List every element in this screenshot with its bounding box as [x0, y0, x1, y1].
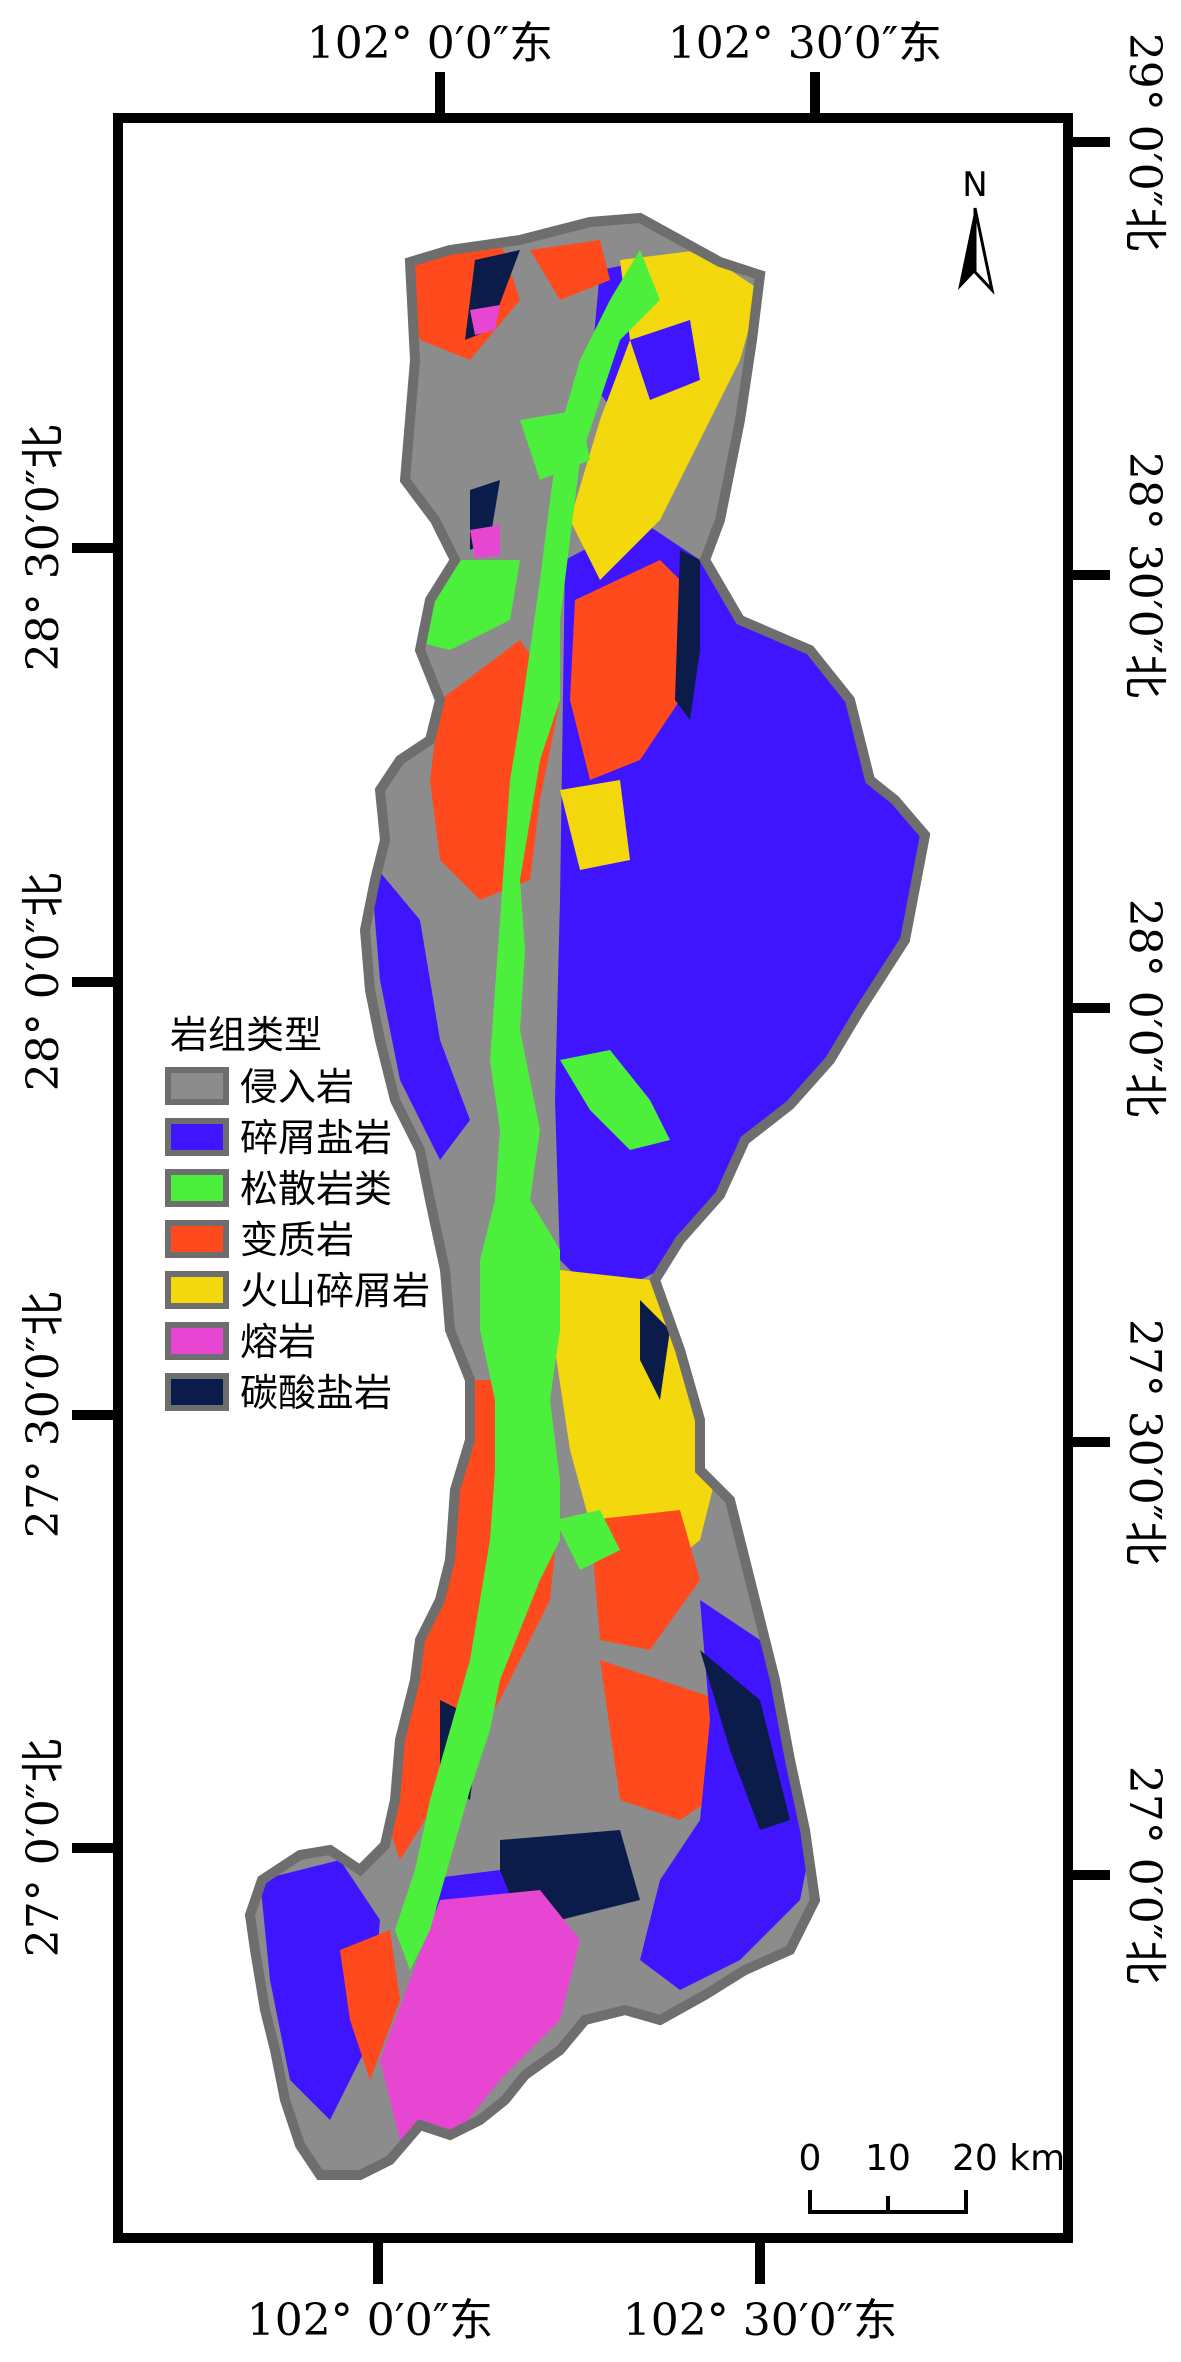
- right-coord-label-5: 27° 0′0″北: [1119, 1766, 1170, 1984]
- legend-label-1: 侵入岩: [240, 1065, 354, 1109]
- legend-swatch-6: [165, 1322, 229, 1360]
- left-coord-label-4: 27° 0′0″北: [18, 1739, 69, 1957]
- right-coord-label-1: 29° 0′0″北: [1119, 33, 1170, 251]
- scale-label-10: 10: [865, 2138, 911, 2179]
- legend-swatch-3: [165, 1169, 229, 1207]
- left-coord-label-1: 28° 30′0″北: [18, 425, 69, 671]
- legend-label-2: 碎屑盐岩: [240, 1116, 392, 1160]
- volcanic-region-north: [570, 250, 760, 580]
- legend-label-4: 变质岩: [240, 1218, 354, 1262]
- left-coord-label-2: 28° 0′0″北: [18, 873, 69, 1091]
- unconsolidated-rock-spine: [395, 250, 660, 1970]
- lava-region-south: [380, 1890, 580, 2140]
- legend-label-3: 松散岩类: [240, 1167, 392, 1211]
- bottom-coord-label-2: 102° 30′0″东: [623, 2295, 897, 2346]
- graticule-ticks: [72, 72, 1110, 2284]
- legend-swatch-2: [165, 1118, 229, 1156]
- scale-label-20: 20 km: [952, 2138, 1065, 2179]
- right-coord-label-2: 28° 30′0″北: [1119, 452, 1170, 698]
- legend-title: 岩组类型: [170, 1013, 322, 1057]
- scale-bar: 0 10 20 km: [799, 2138, 1065, 2214]
- legend-label-5: 火山碎屑岩: [240, 1269, 430, 1313]
- legend-swatch-7: [165, 1373, 229, 1411]
- legend: 岩组类型: [170, 1013, 322, 1057]
- bottom-coord-label-1: 102° 0′0″东: [247, 2295, 493, 2346]
- right-coord-label-3: 28° 0′0″北: [1119, 899, 1170, 1117]
- scale-label-0: 0: [799, 2138, 822, 2179]
- top-coord-label-2: 102° 30′0″东: [668, 18, 942, 69]
- north-arrow-label: N: [962, 165, 987, 205]
- legend-label-7: 碳酸盐岩: [240, 1371, 392, 1415]
- legend-swatch-1: [165, 1067, 229, 1105]
- legend-label-6: 熔岩: [240, 1320, 316, 1364]
- lithology-map: [250, 218, 930, 2175]
- top-coord-label-1: 102° 0′0″东: [307, 18, 553, 69]
- legend-swatch-5: [165, 1271, 229, 1309]
- north-arrow-icon: [958, 208, 975, 290]
- left-coord-label-3: 27° 30′0″北: [18, 1292, 69, 1538]
- right-coord-label-4: 27° 30′0″北: [1119, 1319, 1170, 1565]
- north-arrow: N: [958, 165, 995, 295]
- legend-swatch-4: [165, 1220, 229, 1258]
